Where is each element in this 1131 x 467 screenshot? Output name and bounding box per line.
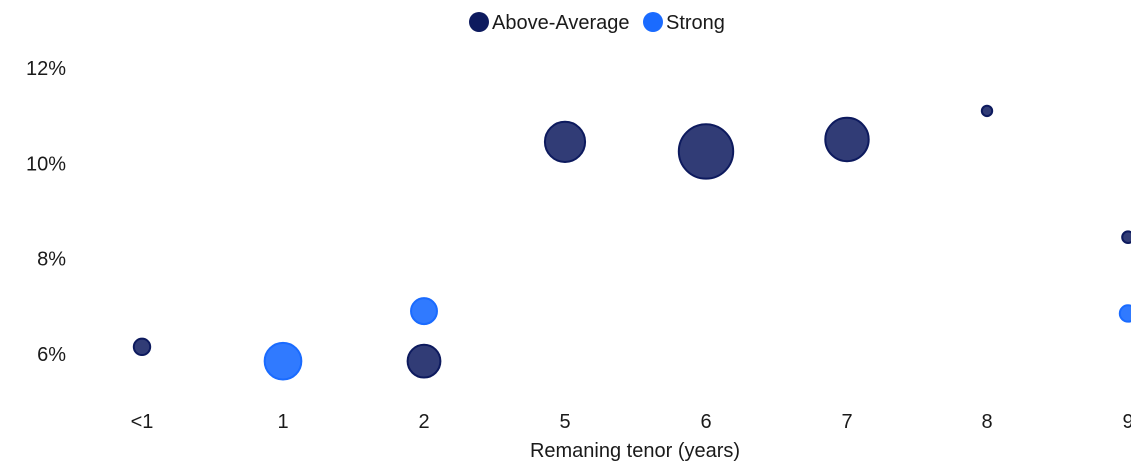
y-tick-label: 10% (26, 153, 66, 175)
bubble-point-above-average (406, 343, 442, 379)
y-tick-label: 8% (37, 249, 66, 271)
bubble-point-above-average (543, 120, 587, 163)
bubble-point-strong (263, 341, 303, 381)
bubble-point-above-average (1121, 230, 1131, 245)
x-tick-label: 2 (418, 411, 429, 433)
legend-marker-0 (469, 12, 489, 32)
x-axis: <1 1 2 5 6 7 8 9 (131, 411, 1131, 433)
bubble-point-above-average (132, 337, 152, 357)
y-axis: 12% 10% 8% 6% (26, 58, 66, 366)
bubble-point-above-average (824, 116, 870, 163)
x-tick-label: <1 (131, 411, 154, 433)
y-tick-label: 12% (26, 58, 66, 80)
bubble-point-strong (410, 297, 438, 326)
x-axis-title: Remaning tenor (years) (530, 440, 740, 462)
bubble-point-above-average (677, 123, 735, 180)
x-tick-label: 6 (700, 411, 711, 433)
plot-area (132, 104, 1131, 381)
bubble-point-above-average (980, 104, 994, 118)
x-tick-label: 1 (277, 411, 288, 433)
y-tick-label: 6% (37, 344, 66, 366)
legend-marker-1 (643, 12, 663, 32)
x-tick-label: 7 (841, 411, 852, 433)
legend-label-1: Strong (666, 12, 725, 34)
bubble-point-strong (1118, 304, 1131, 323)
x-tick-label: 9 (1122, 411, 1131, 433)
legend: Above-Average Strong (469, 12, 725, 34)
x-tick-label: 5 (559, 411, 570, 433)
legend-label-0: Above-Average (492, 12, 630, 34)
x-tick-label: 8 (981, 411, 992, 433)
